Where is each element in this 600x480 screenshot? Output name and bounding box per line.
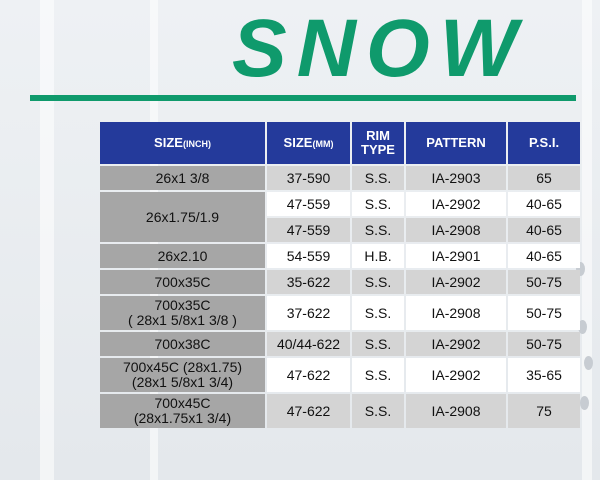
table-header-row: SIZE(INCH) SIZE(MM) RIM TYPE PATTERN P.S.… <box>100 122 580 164</box>
cell-size-inch: 700x35C( 28x1 5/8x1 3/8 ) <box>100 296 265 330</box>
cell-size-mm: 54-559 <box>267 244 350 268</box>
cell-pattern: IA-2902 <box>406 358 506 392</box>
header-psi: P.S.I. <box>508 122 580 164</box>
cell-pattern: IA-2902 <box>406 192 506 216</box>
cell-psi: 40-65 <box>508 244 580 268</box>
cell-size-inch: 700x38C <box>100 332 265 356</box>
tire-spec-table: SIZE(INCH) SIZE(MM) RIM TYPE PATTERN P.S.… <box>98 120 582 430</box>
cell-rim-type: S.S. <box>352 358 404 392</box>
cell-size-inch: 700x45C (28x1.75x1 3/4) <box>100 394 265 428</box>
header-size-inch: SIZE(INCH) <box>100 122 265 164</box>
table-row: 26x1 3/8 37-590 S.S. IA-2903 65 <box>100 166 580 190</box>
cell-rim-type: S.S. <box>352 192 404 216</box>
cell-pattern: IA-2902 <box>406 270 506 294</box>
cell-psi: 40-65 <box>508 218 580 242</box>
background-dot <box>578 320 587 334</box>
table-row: 700x45C (28x1.75) (28x1 5/8x1 3/4) 47-622… <box>100 358 580 392</box>
cell-size-mm: 40/44-622 <box>267 332 350 356</box>
table-row: 700x45C (28x1.75x1 3/4) 47-622 S.S. IA-29… <box>100 394 580 428</box>
cell-pattern: IA-2908 <box>406 296 506 330</box>
cell-psi: 35-65 <box>508 358 580 392</box>
background-streak <box>40 0 54 480</box>
cell-pattern: IA-2903 <box>406 166 506 190</box>
page-title: SNOW <box>232 3 528 94</box>
cell-rim-type: S.S. <box>352 270 404 294</box>
cell-size-inch: 26x1.75/1.9 <box>100 192 265 242</box>
table-row: 47-559 S.S. IA-2908 40-65 <box>100 218 580 242</box>
cell-rim-type: S.S. <box>352 332 404 356</box>
cell-pattern: IA-2902 <box>406 332 506 356</box>
cell-size-inch: 700x45C (28x1.75) (28x1 5/8x1 3/4) <box>100 358 265 392</box>
cell-size-mm: 35-622 <box>267 270 350 294</box>
table-row: 700x38C 40/44-622 S.S. IA-2902 50-75 <box>100 332 580 356</box>
cell-rim-type: H.B. <box>352 244 404 268</box>
cell-psi: 40-65 <box>508 192 580 216</box>
table-row: 26x1.75/1.9 47-559 S.S. IA-2902 40-65 <box>100 192 580 242</box>
cell-rim-type: S.S. <box>352 296 404 330</box>
cell-size-mm: 47-559 <box>267 192 350 216</box>
cell-rim-type: S.S. <box>352 166 404 190</box>
background-dot <box>584 356 593 370</box>
cell-size-mm: 47-622 <box>267 394 350 428</box>
cell-psi: 50-75 <box>508 296 580 330</box>
table-row: 700x35C 35-622 S.S. IA-2902 50-75 <box>100 270 580 294</box>
cell-psi: 75 <box>508 394 580 428</box>
title-underline <box>30 95 576 101</box>
cell-pattern: IA-2908 <box>406 218 506 242</box>
table-row: 700x35C( 28x1 5/8x1 3/8 ) 37-622 S.S. IA… <box>100 296 580 330</box>
cell-pattern: IA-2908 <box>406 394 506 428</box>
cell-psi: 50-75 <box>508 332 580 356</box>
header-pattern: PATTERN <box>406 122 506 164</box>
background-streak <box>582 0 592 480</box>
header-size-mm: SIZE(MM) <box>267 122 350 164</box>
background-dot <box>576 262 585 276</box>
cell-size-inch: 26x1 3/8 <box>100 166 265 190</box>
cell-size-inch: 700x35C <box>100 270 265 294</box>
cell-psi: 65 <box>508 166 580 190</box>
cell-pattern: IA-2901 <box>406 244 506 268</box>
cell-size-mm: 37-622 <box>267 296 350 330</box>
cell-rim-type: S.S. <box>352 218 404 242</box>
cell-size-mm: 37-590 <box>267 166 350 190</box>
header-rim-type: RIM TYPE <box>352 122 404 164</box>
cell-rim-type: S.S. <box>352 394 404 428</box>
cell-size-mm: 47-622 <box>267 358 350 392</box>
cell-size-mm: 47-559 <box>267 218 350 242</box>
cell-size-inch: 26x2.10 <box>100 244 265 268</box>
cell-psi: 50-75 <box>508 270 580 294</box>
background-dot <box>580 396 589 410</box>
table-row: 26x2.10 54-559 H.B. IA-2901 40-65 <box>100 244 580 268</box>
